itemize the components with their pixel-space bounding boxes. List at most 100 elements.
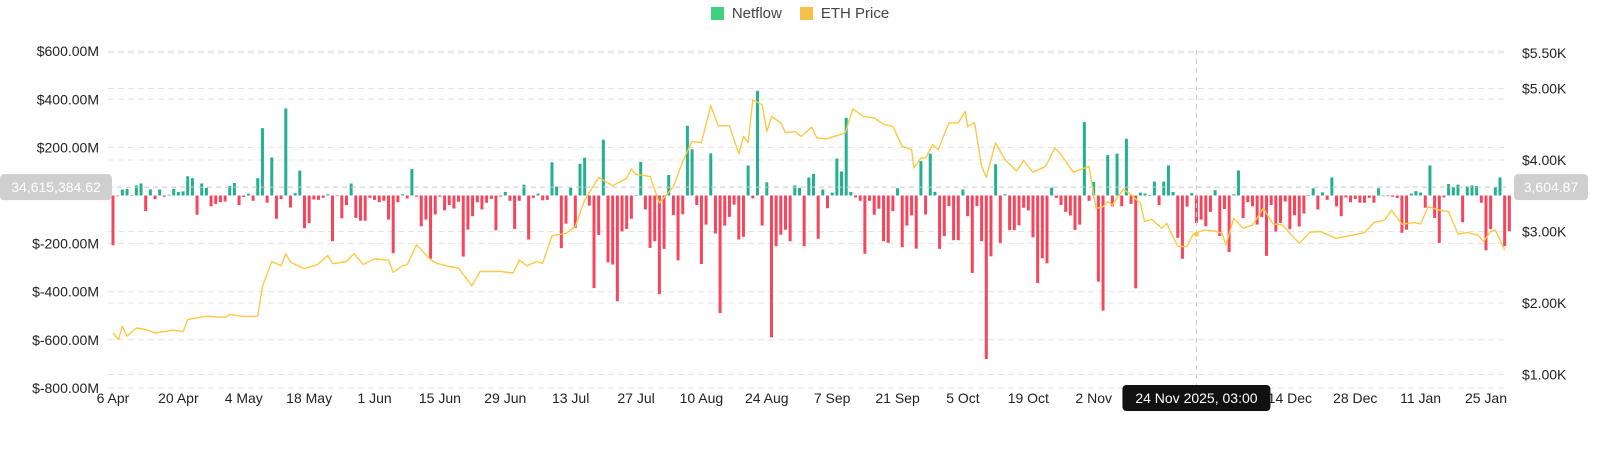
netflow-bar[interactable]	[326, 194, 330, 196]
netflow-bar[interactable]	[1442, 195, 1446, 198]
netflow-bar[interactable]	[1433, 195, 1437, 218]
netflow-bar[interactable]	[910, 195, 914, 216]
netflow-bar[interactable]	[186, 176, 190, 196]
netflow-bar[interactable]	[1489, 195, 1493, 229]
netflow-bar[interactable]	[1129, 195, 1133, 204]
netflow-bar[interactable]	[1461, 195, 1465, 223]
netflow-bar[interactable]	[788, 195, 792, 242]
netflow-bar[interactable]	[573, 195, 577, 228]
netflow-bar[interactable]	[1199, 195, 1203, 220]
netflow-bar[interactable]	[345, 195, 348, 206]
netflow-bar[interactable]	[354, 195, 358, 218]
netflow-bar[interactable]	[1162, 181, 1166, 196]
netflow-bar[interactable]	[1082, 122, 1086, 196]
netflow-bar[interactable]	[368, 195, 372, 198]
netflow-bar[interactable]	[499, 195, 503, 197]
netflow-bar[interactable]	[162, 195, 166, 197]
netflow-bar[interactable]	[1423, 195, 1427, 208]
netflow-bar[interactable]	[1101, 195, 1105, 311]
netflow-bar[interactable]	[1279, 195, 1282, 223]
netflow-bar[interactable]	[583, 157, 587, 196]
netflow-bar[interactable]	[896, 188, 900, 196]
netflow-bar[interactable]	[536, 193, 540, 196]
netflow-bar[interactable]	[1414, 191, 1418, 196]
netflow-bar[interactable]	[695, 195, 699, 206]
netflow-bar[interactable]	[718, 195, 722, 314]
netflow-bar[interactable]	[130, 195, 134, 197]
netflow-bar[interactable]	[1283, 195, 1287, 202]
netflow-bar[interactable]	[569, 187, 573, 196]
netflow-bar[interactable]	[1176, 195, 1180, 238]
netflow-bar[interactable]	[1386, 195, 1390, 197]
netflow-bar[interactable]	[1288, 195, 1292, 230]
netflow-bar[interactable]	[1493, 187, 1497, 196]
netflow-bar[interactable]	[737, 195, 741, 240]
netflow-bar[interactable]	[545, 195, 549, 200]
netflow-bar[interactable]	[167, 194, 171, 196]
netflow-bar[interactable]	[218, 195, 222, 203]
netflow-bar[interactable]	[1008, 195, 1012, 231]
netflow-bar[interactable]	[984, 195, 988, 360]
netflow-bar[interactable]	[181, 191, 185, 196]
netflow-bar[interactable]	[1012, 195, 1016, 231]
netflow-bar[interactable]	[1185, 195, 1189, 207]
netflow-bar[interactable]	[1307, 195, 1311, 197]
netflow-bar[interactable]	[844, 117, 848, 196]
netflow-bar[interactable]	[125, 189, 129, 196]
netflow-bar[interactable]	[1050, 187, 1054, 196]
netflow-bar[interactable]	[928, 153, 932, 196]
netflow-bar[interactable]	[321, 195, 325, 198]
netflow-bar[interactable]	[886, 195, 890, 243]
netflow-bar[interactable]	[1250, 195, 1254, 207]
netflow-bar[interactable]	[531, 195, 535, 198]
netflow-bar[interactable]	[1059, 195, 1063, 206]
netflow-bar[interactable]	[1321, 192, 1325, 196]
netflow-bar[interactable]	[1171, 191, 1175, 196]
netflow-bar[interactable]	[615, 195, 619, 302]
netflow-bar[interactable]	[942, 195, 946, 237]
netflow-bar[interactable]	[1316, 195, 1320, 210]
netflow-bar[interactable]	[424, 195, 428, 220]
netflow-bar[interactable]	[1068, 195, 1072, 216]
netflow-bar[interactable]	[667, 175, 671, 196]
netflow-bar[interactable]	[1194, 195, 1198, 223]
netflow-bar[interactable]	[260, 128, 264, 196]
netflow-bar[interactable]	[475, 195, 479, 203]
netflow-bar[interactable]	[989, 195, 993, 257]
netflow-bar[interactable]	[559, 195, 563, 249]
netflow-bar[interactable]	[214, 195, 218, 204]
netflow-bar[interactable]	[195, 195, 199, 215]
netflow-bar[interactable]	[606, 195, 610, 263]
netflow-bar[interactable]	[1367, 195, 1371, 198]
netflow-bar[interactable]	[270, 157, 274, 196]
netflow-bar[interactable]	[228, 185, 232, 196]
netflow-bar[interactable]	[204, 187, 208, 196]
netflow-bar[interactable]	[980, 195, 984, 242]
netflow-bar[interactable]	[783, 195, 787, 230]
netflow-bar[interactable]	[1138, 192, 1142, 196]
netflow-bar[interactable]	[1115, 153, 1119, 196]
netflow-bar[interactable]	[653, 195, 657, 242]
netflow-bar[interactable]	[111, 195, 115, 246]
netflow-bar[interactable]	[517, 195, 521, 201]
netflow-bar[interactable]	[802, 195, 806, 247]
netflow-bar[interactable]	[1437, 195, 1441, 243]
netflow-bar[interactable]	[597, 195, 601, 235]
netflow-bar[interactable]	[1400, 195, 1404, 233]
netflow-bar[interactable]	[116, 195, 120, 197]
netflow-bar[interactable]	[1353, 195, 1357, 200]
netflow-bar[interactable]	[120, 189, 124, 196]
netflow-bar[interactable]	[1222, 195, 1226, 209]
netflow-bar[interactable]	[863, 195, 867, 254]
netflow-bar[interactable]	[919, 161, 923, 196]
netflow-bar[interactable]	[1349, 195, 1353, 203]
netflow-bar[interactable]	[1106, 155, 1110, 196]
netflow-bar[interactable]	[349, 183, 353, 196]
netflow-bar[interactable]	[956, 195, 960, 241]
netflow-bar[interactable]	[634, 195, 638, 196]
netflow-bar[interactable]	[1325, 195, 1329, 200]
netflow-bar[interactable]	[433, 195, 437, 215]
netflow-bar[interactable]	[1507, 195, 1511, 232]
netflow-bar[interactable]	[1078, 195, 1082, 225]
netflow-bar[interactable]	[401, 194, 405, 196]
